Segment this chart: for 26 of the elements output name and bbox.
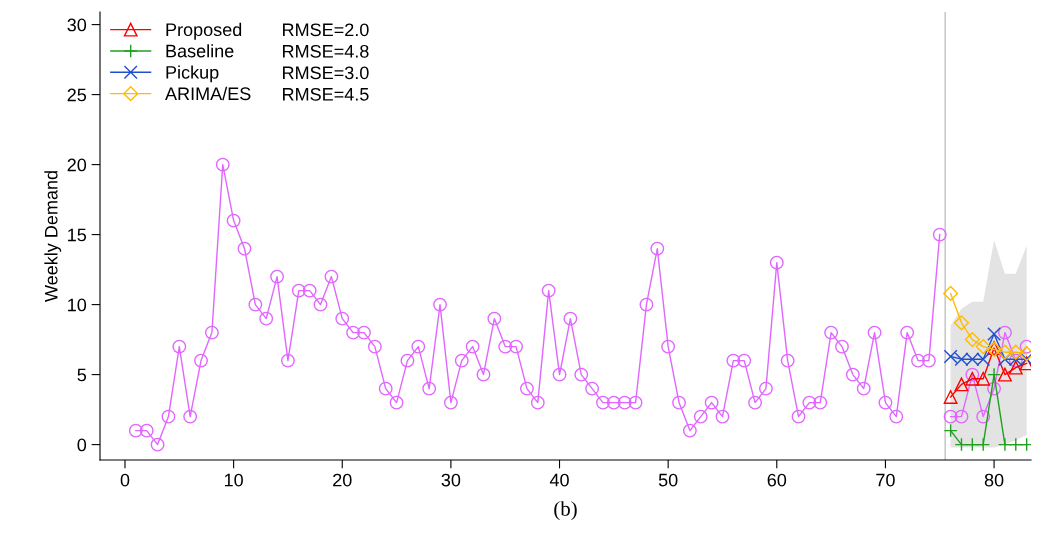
x-tick-label: 60	[767, 473, 787, 487]
x-tick-label: 30	[441, 473, 461, 487]
legend-label: Pickup	[166, 65, 219, 83]
annotation: RMSE=2.0	[283, 23, 369, 37]
legend-label: Proposed	[166, 22, 242, 40]
y-axis-title: Weekly Demand	[44, 171, 62, 302]
x-tick-label: 0	[120, 473, 130, 487]
y-tick-label: 30	[67, 18, 87, 32]
annotation: RMSE=4.8	[283, 44, 369, 58]
y-tick-label: 25	[67, 88, 87, 102]
annotation: RMSE=4.5	[283, 87, 369, 101]
x-tick-label: 10	[224, 473, 243, 487]
x-tick-label: 80	[984, 473, 1004, 487]
y-tick-label: 0	[77, 438, 87, 452]
y-tick-label: 20	[67, 158, 87, 172]
x-tick-label: 50	[658, 473, 678, 487]
x-tick-label: 20	[333, 473, 352, 487]
y-tick-label: 5	[77, 368, 87, 382]
x-tick-label: 40	[549, 473, 569, 487]
legend-label: Baseline	[166, 44, 234, 58]
y-tick-label: 10	[68, 298, 87, 312]
x-tick-label: 70	[876, 473, 895, 487]
annotation: RMSE=3.0	[283, 66, 369, 80]
legend-label: ARIMA/ES	[165, 86, 251, 101]
x-axis-title: (b)	[554, 501, 577, 521]
y-tick-label: 15	[68, 228, 87, 242]
